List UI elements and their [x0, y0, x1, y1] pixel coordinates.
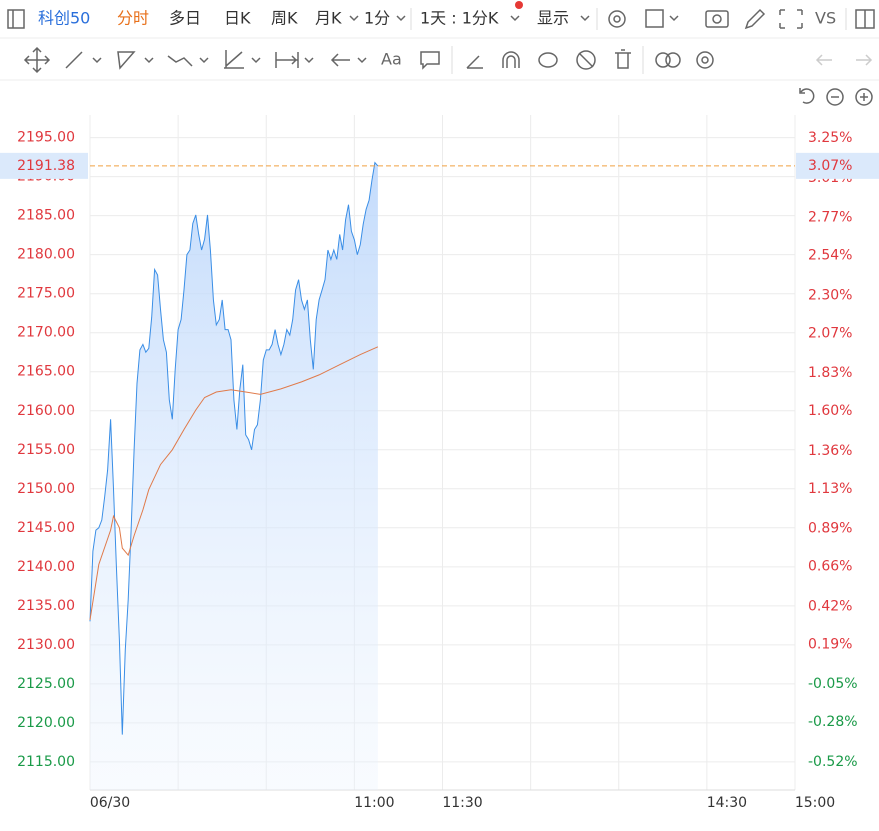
y-tick-label: 2165.00 [17, 364, 75, 380]
y-tick-label: 2125.00 [17, 676, 75, 692]
area [90, 162, 378, 791]
last-price-box [0, 152, 88, 179]
plot: 2195.002190.002185.002180.002175.002170.… [0, 115, 879, 811]
fib-icon[interactable] [224, 50, 244, 69]
y2-tick-label: -0.28% [808, 714, 858, 730]
x-tick-label: 06/30 [90, 795, 130, 811]
delete-icon[interactable] [615, 49, 631, 69]
interval[interactable]: 1天 : 1分K [420, 9, 499, 28]
x-tick-label: 15:00 [795, 795, 835, 811]
tab[interactable]: 多日 [169, 9, 201, 28]
hide-icon[interactable] [576, 50, 596, 70]
move-icon[interactable] [23, 46, 51, 74]
reset-icon[interactable] [799, 88, 815, 104]
poly-icon[interactable] [117, 51, 136, 70]
zoom-out[interactable] [826, 88, 844, 106]
y2-tick-label: 0.89% [808, 521, 852, 537]
symbol[interactable]: 科创50 [38, 9, 90, 28]
x-tick-label: 11:00 [354, 795, 394, 811]
lock-icon[interactable] [538, 52, 558, 68]
y2-tick-label: 2.07% [808, 325, 852, 341]
y-tick-label: 2135.00 [17, 598, 75, 614]
y-tick-label: 2180.00 [17, 247, 75, 263]
y2-tick-label: -0.52% [808, 754, 858, 770]
last-change-label: 3.07% [808, 158, 852, 174]
shape-icon[interactable] [645, 9, 664, 28]
magnet-icon[interactable] [502, 51, 520, 68]
y-tick-label: 2140.00 [17, 559, 75, 575]
y2-tick-label: 1.83% [808, 365, 852, 381]
y-tick-label: 2115.00 [17, 754, 75, 770]
y2-tick-label: 1.60% [808, 403, 852, 419]
toggle-icon[interactable] [655, 52, 671, 68]
x-tick-label: 11:30 [442, 795, 482, 811]
line [89, 346, 379, 620]
y2-tick-label: 2.54% [808, 248, 852, 264]
tab[interactable]: 周K [271, 9, 298, 28]
drawing-toolbar: Aa [0, 46, 879, 81]
y-tick-label: 2145.00 [17, 520, 75, 536]
line [89, 161, 379, 735]
settings-icon[interactable] [608, 10, 626, 28]
x-tick-label: 14:30 [707, 795, 747, 811]
y2-tick-label: 0.66% [808, 559, 852, 575]
arrow-icon[interactable] [330, 53, 350, 67]
redo-icon[interactable] [856, 54, 873, 66]
sidebar-toggle[interactable] [7, 9, 25, 29]
last-price-label: 2191.38 [17, 158, 75, 174]
text-tool[interactable]: Aa [381, 50, 402, 69]
wave-icon[interactable] [167, 55, 193, 67]
y-tick-label: 2150.00 [17, 481, 75, 497]
undo-icon[interactable] [815, 54, 832, 66]
angle-icon[interactable] [466, 55, 483, 69]
y-tick-label: 2130.00 [17, 637, 75, 653]
y2-tick-label: 1.13% [808, 481, 852, 497]
y-tick-label: 2155.00 [17, 442, 75, 458]
y-tick-label: 2195.00 [17, 130, 75, 146]
range-icon[interactable] [275, 52, 299, 68]
y-tick-label: 2170.00 [17, 325, 75, 341]
zoom-in[interactable] [855, 88, 873, 106]
y2-tick-label: 3.25% [808, 130, 852, 146]
line-icon[interactable] [65, 51, 83, 69]
compare[interactable]: VS [815, 9, 836, 28]
tab[interactable]: 1分 [364, 9, 390, 28]
y2-tick-label: 0.42% [808, 598, 852, 614]
y2-tick-label: -0.05% [808, 676, 858, 692]
camera-icon[interactable] [705, 10, 729, 28]
tab[interactable]: 月K [315, 9, 342, 28]
fullscreen-icon[interactable] [779, 9, 803, 29]
zoom-controls [799, 88, 873, 106]
y2-tick-label: 2.30% [808, 287, 852, 303]
note-icon[interactable] [420, 51, 440, 70]
pen-icon[interactable] [744, 8, 766, 30]
y-tick-label: 2120.00 [17, 715, 75, 731]
y2-tick-label: 2.77% [808, 210, 852, 226]
toolbar: 科创50 分时 多日 日K 周K 月K 1分 1天 : 1分K 显示 VS [0, 1, 879, 39]
last-change-box [796, 152, 879, 179]
tab[interactable]: 日K [224, 9, 251, 28]
y-tick-label: 2175.00 [17, 286, 75, 302]
tab[interactable]: 分时 [117, 9, 149, 28]
y2-tick-label: 1.36% [808, 443, 852, 459]
settings-icon[interactable] [696, 51, 714, 69]
y2-tick-label: 0.19% [808, 636, 852, 652]
display[interactable]: 显示 [537, 9, 569, 28]
y-tick-label: 2160.00 [17, 403, 75, 419]
y-tick-label: 2185.00 [17, 208, 75, 224]
